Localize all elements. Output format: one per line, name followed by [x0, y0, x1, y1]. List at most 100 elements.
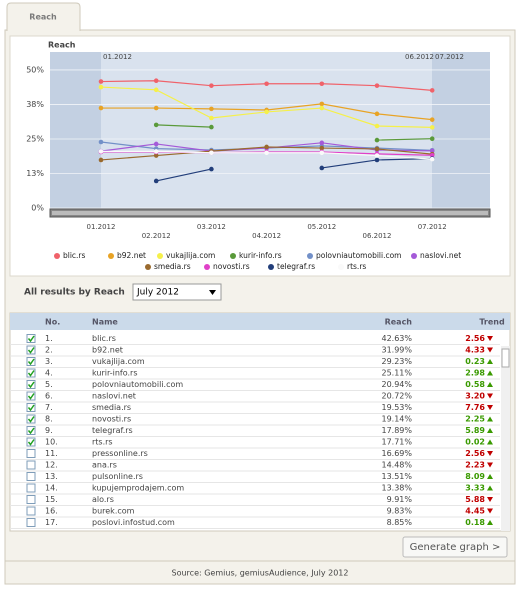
- check-mark[interactable]: [27, 358, 35, 366]
- check-mark[interactable]: [27, 427, 35, 435]
- row-number: 8.: [45, 415, 53, 424]
- legend-swatch: [411, 253, 417, 259]
- row-checkbox[interactable]: [26, 495, 36, 504]
- series-point: [429, 152, 435, 158]
- tab[interactable]: [6, 2, 81, 31]
- row-checkbox[interactable]: [26, 460, 36, 470]
- check-mark[interactable]: [27, 416, 35, 423]
- trend-arrow: [487, 336, 493, 341]
- row-reach: 16.69%: [381, 449, 412, 458]
- range-label: 06.2012: [405, 53, 434, 61]
- check-mark[interactable]: [27, 404, 35, 412]
- check-mark[interactable]: [27, 347, 35, 354]
- check-mark[interactable]: [27, 370, 35, 377]
- scroll-thumb[interactable]: [501, 348, 510, 368]
- legend-swatch: [338, 264, 344, 270]
- row-checkbox[interactable]: [26, 437, 36, 447]
- y-tick-label: 50%: [26, 65, 44, 74]
- row-checkbox[interactable]: [26, 426, 36, 435]
- series-point: [209, 124, 214, 130]
- check-mark[interactable]: [27, 335, 35, 343]
- trend-arrow: [487, 439, 493, 445]
- row-checkbox[interactable]: [26, 483, 36, 493]
- legend-swatch: [108, 253, 114, 259]
- row-reach: 13.38%: [381, 484, 412, 493]
- series-point: [319, 145, 325, 151]
- series-point: [264, 144, 269, 150]
- legend-label: smedia.rs: [154, 262, 191, 271]
- select-arrow[interactable]: [209, 290, 216, 295]
- series-point: [319, 165, 325, 171]
- row-checkbox[interactable]: [26, 334, 36, 343]
- series-point: [209, 166, 214, 172]
- row-checkbox[interactable]: [26, 449, 36, 458]
- legend-label: rts.rs: [347, 262, 366, 271]
- series-point: [374, 83, 380, 88]
- month-select-value[interactable]: July 2012: [136, 288, 179, 298]
- row-number: 13.: [45, 472, 58, 481]
- row-number: 9.: [45, 426, 53, 435]
- row-reach: 31.99%: [381, 346, 412, 355]
- series-point: [319, 81, 325, 87]
- series-point: [319, 140, 325, 146]
- row-checkbox[interactable]: [26, 414, 36, 424]
- row-checkbox[interactable]: [26, 518, 36, 527]
- tab-label[interactable]: Reach: [29, 13, 57, 22]
- series-point: [374, 123, 380, 129]
- row-trend: 2.98: [465, 369, 485, 378]
- row-trend: 8.09: [465, 472, 485, 481]
- month-select[interactable]: [132, 283, 222, 301]
- series-point: [98, 149, 104, 154]
- series-point: [209, 115, 214, 121]
- row-trend: 2.56: [465, 334, 485, 343]
- row-checkbox[interactable]: [26, 368, 36, 378]
- trend-arrow: [487, 382, 493, 387]
- row-number: 17.: [45, 518, 58, 527]
- row-number: 2.: [45, 346, 53, 355]
- row-name: ana.rs: [92, 461, 117, 470]
- trend-arrow: [487, 451, 493, 456]
- row-checkbox[interactable]: [26, 380, 36, 389]
- row-reach: 13.51%: [381, 472, 412, 481]
- row-number: 4.: [45, 369, 53, 378]
- generate-button-label[interactable]: Generate graph >: [410, 542, 501, 553]
- series-point: [153, 141, 159, 147]
- generate-button[interactable]: [402, 536, 508, 558]
- check-mark[interactable]: [27, 393, 35, 400]
- y-tick-label: 0%: [31, 204, 44, 213]
- row-checkbox[interactable]: [26, 403, 36, 412]
- row-trend: 0.58: [465, 380, 485, 389]
- row-checkbox[interactable]: [26, 506, 36, 516]
- series-point: [209, 83, 214, 88]
- row-reach: 20.94%: [381, 380, 412, 389]
- range-handle[interactable]: [52, 211, 488, 215]
- row-number: 15.: [45, 495, 58, 504]
- series-point: [153, 122, 159, 128]
- row-number: 10.: [45, 438, 58, 447]
- series-point: [374, 146, 380, 152]
- row-checkbox[interactable]: [26, 345, 36, 355]
- check-mark[interactable]: [27, 381, 35, 389]
- filter-label: All results by Reach: [24, 288, 125, 298]
- series-point: [209, 106, 214, 112]
- row-trend: 2.23: [465, 461, 485, 470]
- row-reach: 42.63%: [381, 334, 412, 343]
- row-checkbox[interactable]: [26, 472, 36, 481]
- row-reach: 29.23%: [381, 357, 412, 366]
- series-point: [374, 111, 380, 117]
- trend-arrow: [487, 416, 493, 422]
- row-number: 3.: [45, 357, 53, 366]
- series-point: [153, 149, 159, 154]
- row-trend: 0.02: [465, 438, 485, 447]
- series-point: [264, 150, 269, 156]
- row-checkbox[interactable]: [26, 357, 36, 366]
- check-mark[interactable]: [27, 439, 35, 446]
- legend-swatch: [307, 253, 313, 259]
- legend-label: vukajlija.com: [166, 251, 215, 260]
- row-checkbox[interactable]: [26, 391, 36, 401]
- series-point: [153, 105, 159, 111]
- row-name: rts.rs: [92, 438, 113, 447]
- table-scrollbar[interactable]: [501, 346, 510, 531]
- row-reach: 19.14%: [381, 415, 412, 424]
- legend-label: blic.rs: [63, 251, 86, 260]
